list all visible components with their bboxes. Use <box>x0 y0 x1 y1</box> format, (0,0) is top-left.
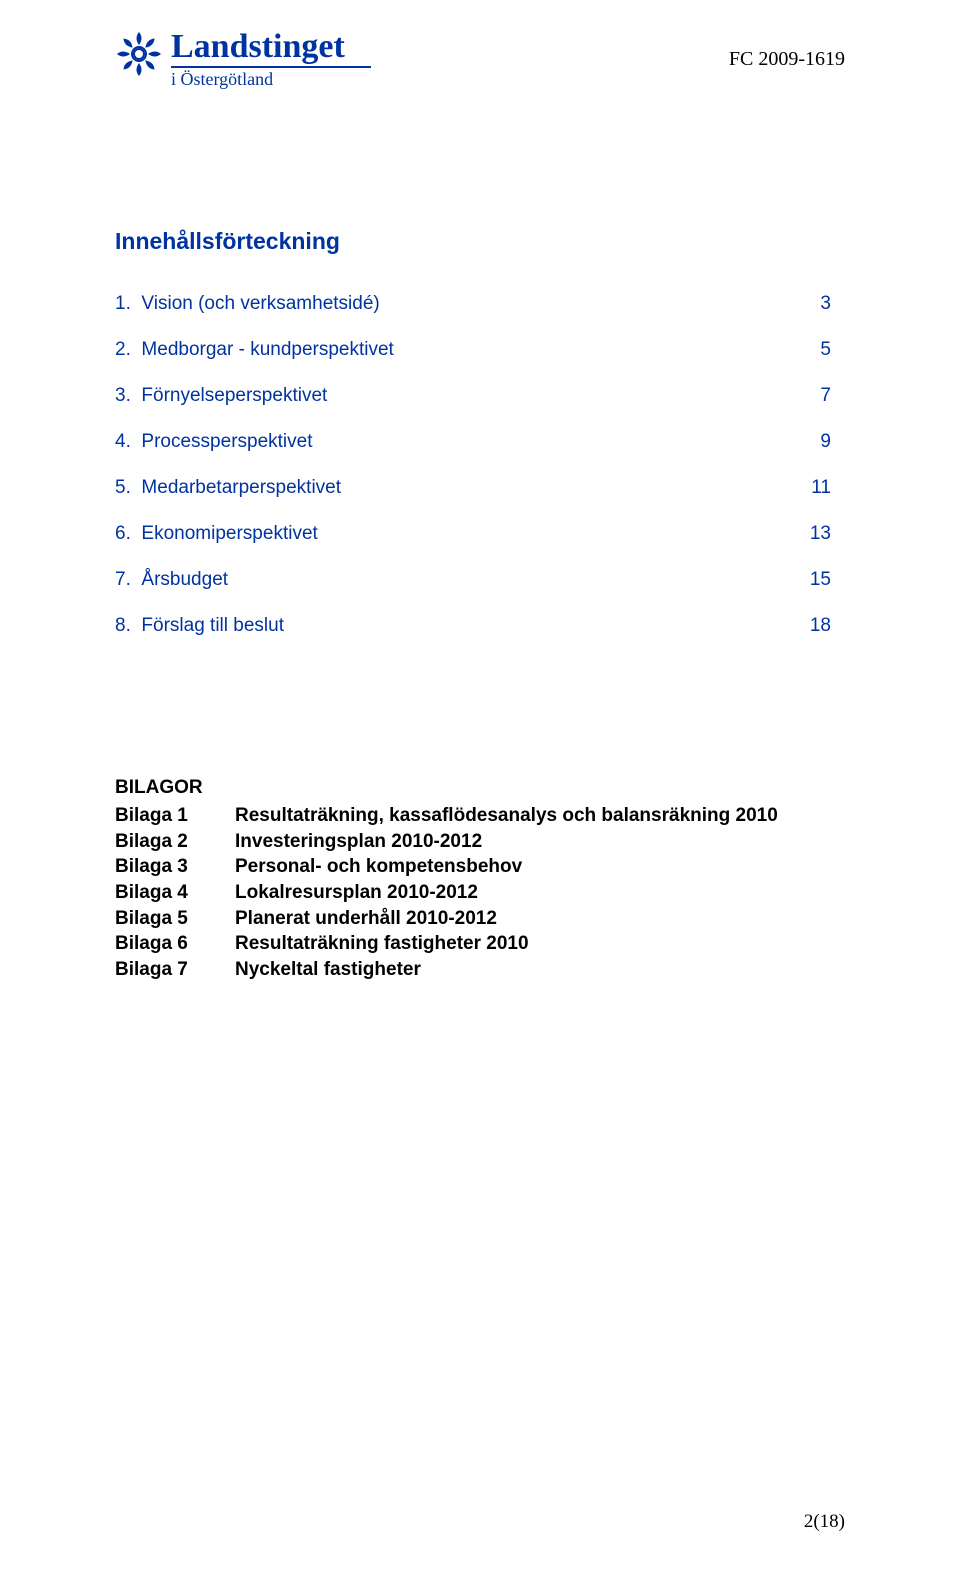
toc-title: Innehållsförteckning <box>115 228 845 255</box>
appendix-item-label: Bilaga 4 <box>115 880 235 906</box>
appendix-item: Bilaga 1 Resultaträkning, kassaflödesana… <box>115 803 845 829</box>
appendix-item-desc: Nyckeltal fastigheter <box>235 957 421 983</box>
appendix-item-label: Bilaga 6 <box>115 931 235 957</box>
toc-item-page: 7 <box>820 385 831 407</box>
toc-item-label: 1. Vision (och verksamhetsidé) <box>115 293 380 315</box>
appendix-item-desc: Resultaträkning fastigheter 2010 <box>235 931 529 957</box>
toc-item: 4. Processperspektivet 9 <box>115 431 845 453</box>
logo-text: Landstinget i Östergötland <box>171 30 371 88</box>
logo-block: Landstinget i Östergötland <box>115 30 371 88</box>
logo-underline <box>171 66 371 68</box>
toc-item-label: 2. Medborgar - kundperspektivet <box>115 339 394 361</box>
toc-item-label: 6. Ekonomiperspektivet <box>115 523 318 545</box>
toc-item: 2. Medborgar - kundperspektivet 5 <box>115 339 845 361</box>
appendix-item: Bilaga 7 Nyckeltal fastigheter <box>115 957 845 983</box>
page-number: 2(18) <box>804 1511 845 1533</box>
appendix-item: Bilaga 5 Planerat underhåll 2010-2012 <box>115 906 845 932</box>
toc-item-label: 3. Förnyelseperspektivet <box>115 385 327 407</box>
appendix: BILAGOR Bilaga 1 Resultaträkning, kassaf… <box>115 777 845 982</box>
toc-item-page: 9 <box>820 431 831 453</box>
toc-item: 7. Årsbudget 15 <box>115 569 845 591</box>
toc-item-page: 11 <box>811 477 831 499</box>
appendix-title: BILAGOR <box>115 777 845 799</box>
toc-item: 3. Förnyelseperspektivet 7 <box>115 385 845 407</box>
toc-item: 8. Förslag till beslut 18 <box>115 615 845 637</box>
toc-list: 1. Vision (och verksamhetsidé) 3 2. Medb… <box>115 293 845 637</box>
logo-main-text: Landstinget <box>171 30 371 64</box>
appendix-item: Bilaga 4 Lokalresursplan 2010-2012 <box>115 880 845 906</box>
toc-item-label: 8. Förslag till beslut <box>115 615 284 637</box>
toc-item-label: 4. Processperspektivet <box>115 431 313 453</box>
appendix-item-desc: Personal- och kompetensbehov <box>235 854 522 880</box>
appendix-item: Bilaga 3 Personal- och kompetensbehov <box>115 854 845 880</box>
document-id: FC 2009-1619 <box>729 48 845 71</box>
toc-item-label: 7. Årsbudget <box>115 569 228 591</box>
logo-sub-text: i Östergötland <box>171 70 371 88</box>
toc-item-label: 5. Medarbetarperspektivet <box>115 477 341 499</box>
toc-item: 6. Ekonomiperspektivet 13 <box>115 523 845 545</box>
header: Landstinget i Östergötland FC 2009-1619 <box>115 30 845 88</box>
landstinget-logo-icon <box>115 30 163 78</box>
toc-item: 1. Vision (och verksamhetsidé) 3 <box>115 293 845 315</box>
appendix-item: Bilaga 2 Investeringsplan 2010-2012 <box>115 829 845 855</box>
toc-item-page: 15 <box>810 569 831 591</box>
appendix-item-desc: Resultaträkning, kassaflödesanalys och b… <box>235 803 778 829</box>
appendix-item-label: Bilaga 7 <box>115 957 235 983</box>
appendix-item-desc: Planerat underhåll 2010-2012 <box>235 906 497 932</box>
appendix-item-label: Bilaga 5 <box>115 906 235 932</box>
toc-item-page: 13 <box>810 523 831 545</box>
toc: Innehållsförteckning 1. Vision (och verk… <box>115 228 845 637</box>
toc-item: 5. Medarbetarperspektivet 11 <box>115 477 845 499</box>
toc-item-page: 3 <box>820 293 831 315</box>
page: Landstinget i Östergötland FC 2009-1619 … <box>0 0 960 1583</box>
appendix-item-label: Bilaga 3 <box>115 854 235 880</box>
appendix-item: Bilaga 6 Resultaträkning fastigheter 201… <box>115 931 845 957</box>
appendix-item-label: Bilaga 2 <box>115 829 235 855</box>
toc-item-page: 5 <box>820 339 831 361</box>
appendix-item-desc: Lokalresursplan 2010-2012 <box>235 880 478 906</box>
appendix-item-label: Bilaga 1 <box>115 803 235 829</box>
appendix-item-desc: Investeringsplan 2010-2012 <box>235 829 482 855</box>
toc-item-page: 18 <box>810 615 831 637</box>
